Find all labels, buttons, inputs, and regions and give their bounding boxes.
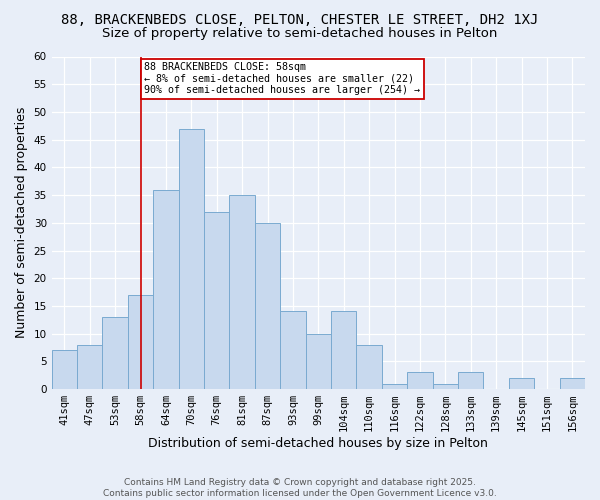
Bar <box>280 312 305 389</box>
Bar <box>77 344 103 389</box>
Bar <box>356 344 382 389</box>
Bar <box>153 190 179 389</box>
Bar <box>52 350 77 389</box>
Bar <box>331 312 356 389</box>
Bar <box>179 128 204 389</box>
Bar <box>229 195 255 389</box>
Text: 88 BRACKENBEDS CLOSE: 58sqm
← 8% of semi-detached houses are smaller (22)
90% of: 88 BRACKENBEDS CLOSE: 58sqm ← 8% of semi… <box>145 62 421 95</box>
Bar <box>509 378 534 389</box>
Text: 88, BRACKENBEDS CLOSE, PELTON, CHESTER LE STREET, DH2 1XJ: 88, BRACKENBEDS CLOSE, PELTON, CHESTER L… <box>61 12 539 26</box>
Bar <box>433 384 458 389</box>
Bar <box>255 223 280 389</box>
Bar <box>458 372 484 389</box>
Bar <box>305 334 331 389</box>
Bar <box>103 317 128 389</box>
Bar <box>382 384 407 389</box>
Y-axis label: Number of semi-detached properties: Number of semi-detached properties <box>15 107 28 338</box>
Text: Size of property relative to semi-detached houses in Pelton: Size of property relative to semi-detach… <box>103 28 497 40</box>
Bar <box>204 212 229 389</box>
Bar <box>560 378 585 389</box>
Bar <box>407 372 433 389</box>
Bar <box>128 295 153 389</box>
X-axis label: Distribution of semi-detached houses by size in Pelton: Distribution of semi-detached houses by … <box>148 437 488 450</box>
Text: Contains HM Land Registry data © Crown copyright and database right 2025.
Contai: Contains HM Land Registry data © Crown c… <box>103 478 497 498</box>
